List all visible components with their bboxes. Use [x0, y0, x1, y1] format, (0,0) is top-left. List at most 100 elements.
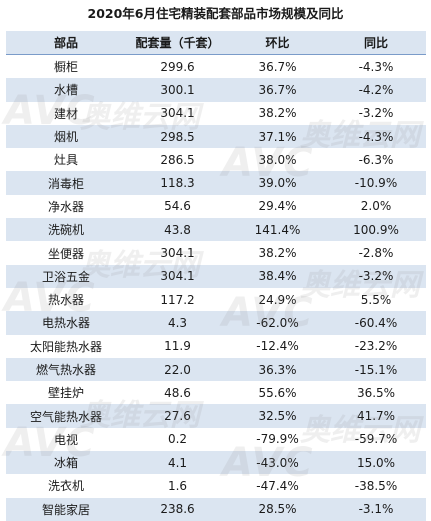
header-mom: 环比: [265, 36, 290, 50]
cell-part: 热水器: [47, 293, 84, 308]
cell-part: 电视: [53, 432, 78, 447]
table-row: 热水器 117.2 24.9% 5.5%: [6, 288, 426, 311]
cell-yoy: -23.2%: [354, 339, 398, 354]
cell-part: 太阳能热水器: [29, 339, 102, 354]
table-row: 水槽 300.1 36.7% -4.2%: [6, 78, 426, 102]
table-row: 电热水器 4.3 -62.0% -60.4%: [6, 311, 426, 335]
cell-mom: -43.0%: [256, 455, 299, 470]
cell-volume: 1.6: [167, 478, 188, 493]
cell-part: 橱柜: [53, 60, 78, 75]
table-row: 智能家居 238.6 28.5% -3.1%: [6, 497, 426, 521]
cell-yoy: -4.3%: [358, 129, 394, 144]
cell-volume: 304.1: [160, 246, 195, 261]
cell-mom: 28.5%: [258, 502, 297, 517]
table-row: 空气能热水器 27.6 32.5% 41.7%: [6, 404, 426, 428]
cell-part: 壁挂炉: [47, 386, 84, 401]
cell-mom: 39.0%: [258, 176, 297, 191]
table-row: 卫浴五金 304.1 38.4% -3.2%: [6, 264, 426, 288]
cell-mom: 38.4%: [258, 269, 297, 284]
cell-volume: 118.3: [160, 176, 195, 191]
cell-part: 消毒柜: [47, 176, 84, 191]
cell-yoy: -6.3%: [358, 152, 394, 167]
cell-volume: 117.2: [160, 292, 195, 307]
cell-mom: 36.7%: [258, 82, 297, 97]
cell-part: 智能家居: [41, 502, 90, 517]
cell-part: 建材: [53, 106, 78, 121]
cell-volume: 304.1: [160, 106, 195, 121]
cell-mom: 38.0%: [258, 152, 297, 167]
data-table: 部品 配套量（千套） 环比 同比 橱柜 299.6 36.7% -4.3% 水槽 300.…: [6, 31, 426, 521]
cell-yoy: -59.7%: [354, 432, 398, 447]
table-row: 坐便器 304.1 38.2% -2.8%: [6, 241, 426, 264]
table-row: 洗碗机 43.8 141.4% 100.9%: [6, 218, 426, 242]
table-row: 太阳能热水器 11.9 -12.4% -23.2%: [6, 335, 426, 358]
cell-yoy: -3.2%: [358, 106, 394, 121]
cell-yoy: -10.9%: [354, 176, 398, 191]
cell-volume: 22.0: [164, 362, 191, 377]
cell-part: 空气能热水器: [29, 409, 102, 424]
cell-yoy: 41.7%: [356, 409, 396, 424]
cell-mom: 29.4%: [258, 199, 297, 214]
table-row: 建材 304.1 38.2% -3.2%: [6, 102, 426, 125]
cell-mom: -62.0%: [256, 315, 299, 330]
cell-volume: 286.5: [160, 152, 195, 167]
cell-volume: 0.2: [167, 432, 188, 447]
table-row: 烟机 298.5 37.1% -4.3%: [6, 124, 426, 149]
cell-yoy: 5.5%: [360, 292, 392, 307]
header-yoy: 同比: [363, 36, 388, 50]
cell-mom: 141.4%: [254, 222, 301, 237]
cell-mom: 24.9%: [258, 292, 297, 307]
cell-volume: 300.1: [160, 82, 195, 97]
cell-volume: 298.5: [160, 129, 195, 144]
table-row: 壁挂炉 48.6 55.6% 36.5%: [6, 381, 426, 404]
cell-mom: 36.7%: [258, 59, 297, 74]
cell-yoy: -15.1%: [354, 362, 398, 377]
cell-yoy: -60.4%: [354, 315, 398, 330]
cell-mom: 36.3%: [258, 362, 297, 377]
cell-yoy: -3.1%: [358, 502, 394, 517]
cell-yoy: 2.0%: [360, 199, 392, 214]
cell-mom: 37.1%: [258, 129, 297, 144]
table-row: 电视 0.2 -79.9% -59.7%: [6, 428, 426, 451]
cell-part: 洗碗机: [47, 223, 84, 238]
cell-mom: 32.5%: [258, 409, 297, 424]
cell-volume: 4.1: [167, 455, 188, 470]
cell-part: 电热水器: [41, 316, 90, 331]
cell-mom: -79.9%: [256, 432, 299, 447]
table-row: 净水器 54.6 29.4% 2.0%: [6, 195, 426, 218]
cell-mom: -12.4%: [256, 339, 299, 354]
cell-part: 烟机: [53, 130, 78, 145]
cell-volume: 304.1: [160, 269, 195, 284]
cell-volume: 238.6: [160, 502, 195, 517]
cell-yoy: -4.3%: [358, 59, 394, 74]
table-row: 橱柜 299.6 36.7% -4.3%: [6, 55, 426, 78]
table-row: 消毒柜 118.3 39.0% -10.9%: [6, 171, 426, 195]
table-row: 灶具 286.5 38.0% -6.3%: [6, 148, 426, 171]
cell-part: 水槽: [53, 83, 78, 98]
cell-mom: -47.4%: [256, 478, 299, 493]
cell-yoy: 15.0%: [356, 455, 396, 470]
table-row: 洗衣机 1.6 -47.4% -38.5%: [6, 474, 426, 497]
cell-volume: 299.6: [160, 59, 195, 74]
cell-yoy: -2.8%: [358, 246, 394, 261]
cell-part: 灶具: [53, 153, 78, 168]
cell-volume: 43.8: [164, 222, 191, 237]
cell-mom: 55.6%: [258, 385, 297, 400]
cell-part: 燃气热水器: [35, 363, 96, 377]
cell-volume: 11.9: [164, 339, 191, 354]
table-title: 2020年6月住宅精装配套部品市场规模及同比: [87, 6, 344, 21]
cell-mom: 38.2%: [258, 106, 297, 121]
header-volume: 配套量（千套）: [135, 36, 220, 50]
cell-yoy: -38.5%: [354, 478, 398, 493]
table-row: 燃气热水器 22.0 36.3% -15.1%: [6, 357, 426, 382]
cell-volume: 54.6: [164, 199, 191, 214]
cell-volume: 48.6: [164, 385, 191, 400]
cell-part: 洗衣机: [47, 479, 84, 494]
cell-volume: 4.3: [167, 315, 188, 330]
table-row: 冰箱 4.1 -43.0% 15.0%: [6, 451, 426, 475]
cell-yoy: -4.2%: [358, 82, 394, 97]
cell-part: 冰箱: [53, 456, 78, 471]
cell-part: 卫浴五金: [41, 269, 90, 284]
cell-yoy: -3.2%: [358, 269, 394, 284]
header-part: 部品: [53, 36, 78, 50]
